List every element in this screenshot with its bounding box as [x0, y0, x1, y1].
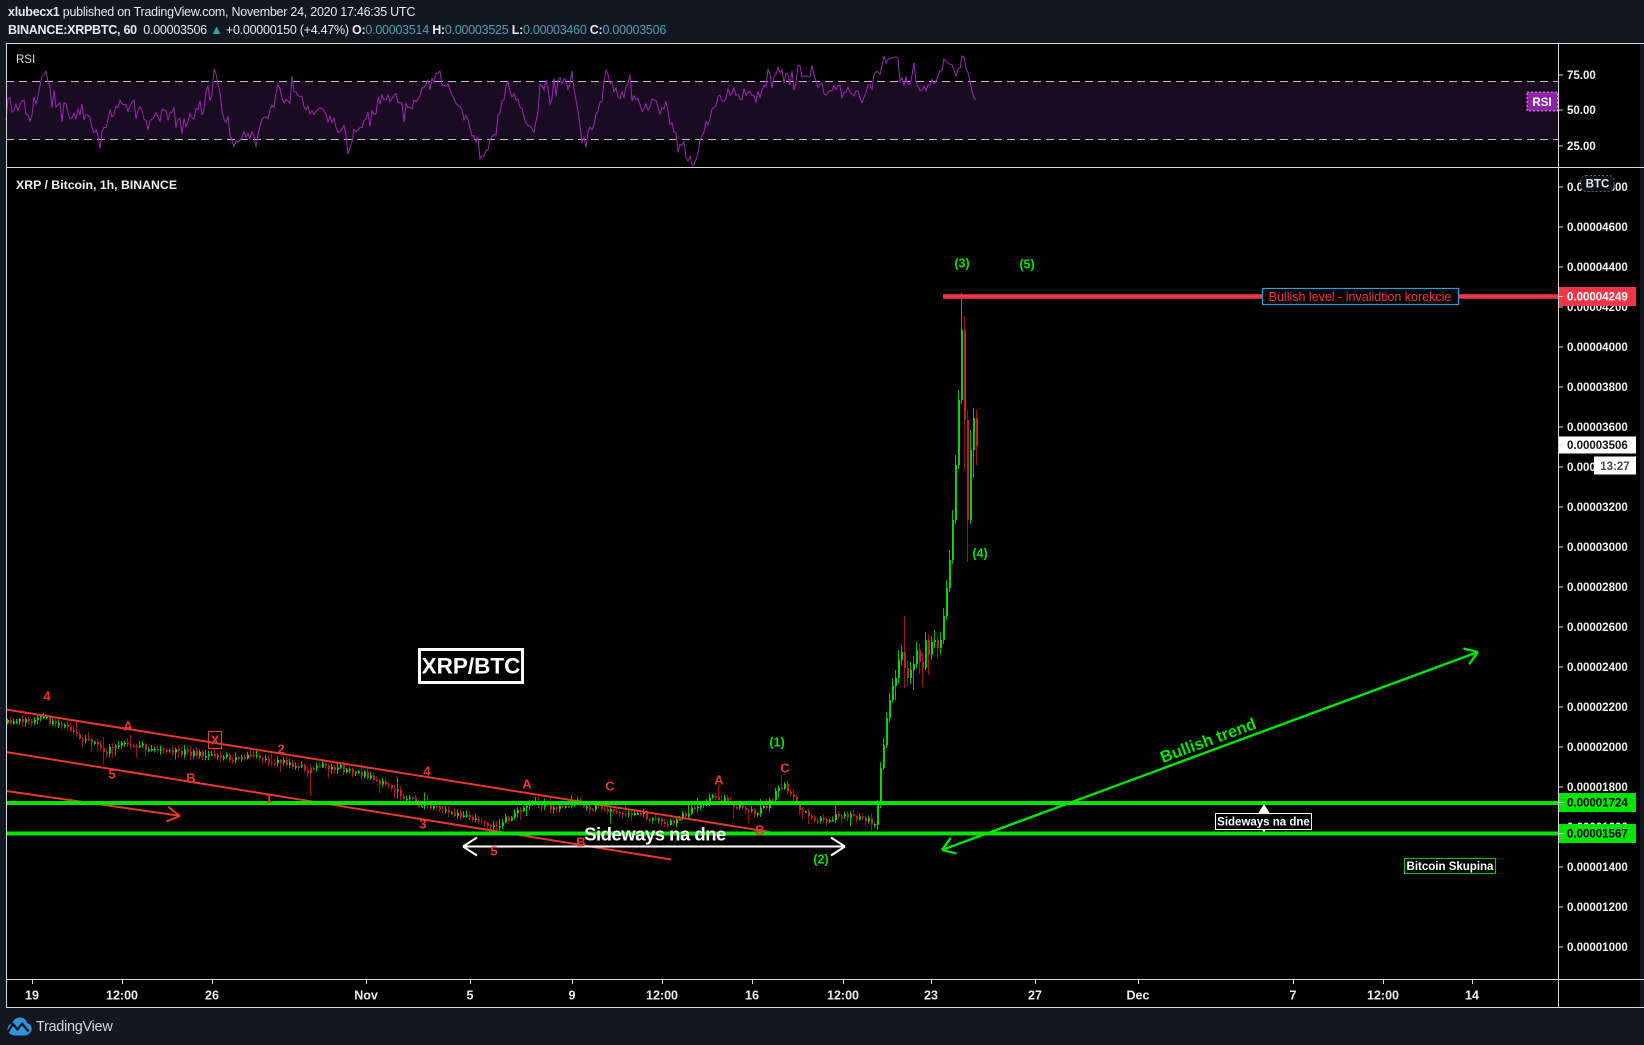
svg-text:0.00001400: 0.00001400 [1567, 862, 1628, 874]
svg-text:(4): (4) [972, 547, 987, 561]
svg-text:23: 23 [924, 989, 938, 1003]
svg-text:0.00002400: 0.00002400 [1567, 662, 1628, 674]
svg-text:0.00001567: 0.00001567 [1567, 829, 1628, 841]
svg-text:Sideways na dne: Sideways na dne [1217, 817, 1310, 829]
svg-text:12:00: 12:00 [106, 989, 138, 1003]
svg-text:5: 5 [490, 844, 497, 859]
svg-text:19: 19 [25, 989, 39, 1003]
svg-text:0.00004400: 0.00004400 [1567, 262, 1628, 274]
svg-text:5: 5 [108, 767, 115, 782]
svg-text:2: 2 [277, 742, 284, 757]
svg-text:A: A [123, 719, 133, 734]
svg-text:X: X [211, 734, 220, 748]
svg-text:C: C [605, 779, 615, 794]
svg-text:3: 3 [419, 817, 426, 832]
svg-text:27: 27 [1028, 989, 1042, 1003]
svg-text:0.00003200: 0.00003200 [1567, 502, 1628, 514]
svg-text:13:27: 13:27 [1600, 461, 1629, 473]
svg-text:0.00003800: 0.00003800 [1567, 382, 1628, 394]
svg-text:XRP / Bitcoin, 1h, BINANCE: XRP / Bitcoin, 1h, BINANCE [16, 178, 177, 192]
svg-text:RSI: RSI [1532, 97, 1551, 109]
svg-text:0.00001724: 0.00001724 [1567, 798, 1628, 810]
svg-text:0.00002000: 0.00002000 [1567, 742, 1628, 754]
svg-text:C: C [780, 761, 790, 776]
svg-text:(2): (2) [813, 853, 828, 867]
svg-text:Dec: Dec [1127, 989, 1150, 1003]
svg-text:0.00001000: 0.00001000 [1567, 942, 1628, 954]
svg-text:0.00004249: 0.00004249 [1567, 292, 1628, 304]
svg-text:B: B [755, 823, 764, 838]
svg-text:BTC: BTC [1586, 179, 1610, 191]
svg-text:Bitcoin Skupina: Bitcoin Skupina [1407, 861, 1495, 873]
svg-text:25.00: 25.00 [1567, 141, 1596, 153]
svg-text:1: 1 [265, 791, 272, 806]
svg-text:A: A [522, 777, 532, 792]
svg-text:RSI: RSI [16, 54, 35, 66]
svg-text:0.00004600: 0.00004600 [1567, 222, 1628, 234]
svg-text:XRP/BTC: XRP/BTC [422, 654, 521, 679]
svg-text:50.00: 50.00 [1567, 105, 1596, 117]
svg-text:5: 5 [467, 989, 474, 1003]
svg-text:0.00001200: 0.00001200 [1567, 902, 1628, 914]
svg-text:0.00001800: 0.00001800 [1567, 782, 1628, 794]
svg-text:0.00003000: 0.00003000 [1567, 542, 1628, 554]
svg-text:A: A [714, 773, 724, 788]
svg-text:7: 7 [1290, 989, 1297, 1003]
svg-text:9: 9 [569, 989, 576, 1003]
svg-text:12:00: 12:00 [827, 989, 859, 1003]
svg-text:4: 4 [423, 764, 431, 779]
svg-text:(3): (3) [954, 257, 969, 271]
svg-text:Nov: Nov [354, 989, 378, 1003]
svg-text:26: 26 [205, 989, 219, 1003]
svg-text:B: B [186, 771, 195, 786]
svg-text:Sideways na dne: Sideways na dne [584, 824, 726, 845]
svg-text:B: B [576, 835, 585, 850]
svg-text:Bullish level - invalidtion ko: Bullish level - invalidtion korekcie [1269, 290, 1452, 304]
svg-text:14: 14 [1465, 989, 1479, 1003]
svg-text:75.00: 75.00 [1567, 70, 1596, 82]
svg-text:0.00003600: 0.00003600 [1567, 422, 1628, 434]
svg-text:0.00002800: 0.00002800 [1567, 582, 1628, 594]
svg-text:(5): (5) [1019, 258, 1034, 272]
svg-text:0.00003506: 0.00003506 [1567, 440, 1628, 452]
svg-text:0.00002600: 0.00002600 [1567, 622, 1628, 634]
svg-text:4: 4 [43, 689, 51, 704]
svg-text:(1): (1) [769, 736, 784, 750]
svg-text:16: 16 [745, 989, 759, 1003]
svg-text:0.00004000: 0.00004000 [1567, 342, 1628, 354]
svg-text:12:00: 12:00 [1367, 989, 1399, 1003]
svg-text:0.00002200: 0.00002200 [1567, 702, 1628, 714]
svg-text:12:00: 12:00 [646, 989, 678, 1003]
